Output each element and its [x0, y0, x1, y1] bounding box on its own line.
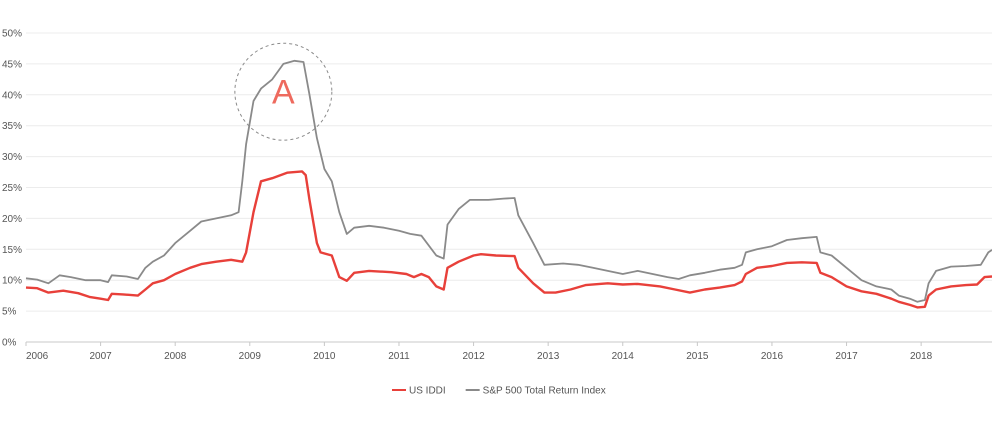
y-tick-label: 30% [2, 152, 22, 163]
x-tick-label: 2015 [686, 351, 709, 362]
annotation-label: A [272, 74, 295, 112]
annotation-circle [234, 42, 333, 141]
x-tick-label: 2016 [761, 351, 784, 362]
x-tick-label: 2008 [164, 351, 187, 362]
y-tick-label: 45% [2, 59, 22, 70]
y-axis-tick-labels: 0% 5% 10% 15% 20% 25% 30% 35% 40% 45% 50% [2, 29, 22, 349]
y-tick-label: 40% [2, 90, 22, 101]
y-tick-label: 25% [2, 183, 22, 194]
series-line-s-p-500-total-return-index [25, 59, 992, 303]
series-lines [25, 59, 992, 309]
y-tick-label: 0% [2, 338, 17, 349]
x-tick-label: 2009 [239, 351, 262, 362]
y-tick-label: 15% [2, 245, 22, 256]
x-tick-label: 2006 [26, 351, 49, 362]
x-axis-tick-labels: 2006 2007 2008 2009 2010 2011 2012 2013 2014 2015… [26, 351, 933, 362]
x-tick-label: 2007 [89, 351, 112, 362]
legend: US IDDI S&P 500 Total Return Index [392, 386, 606, 397]
series-line-us-iddi [25, 170, 992, 309]
x-tick-label: 2014 [612, 351, 635, 362]
y-tick-label: 20% [2, 214, 22, 225]
legend-label-s-p-500-total-return-index: S&P 500 Total Return Index [483, 386, 606, 397]
annotations: A [234, 42, 333, 141]
y-tick-label: 10% [2, 276, 22, 287]
y-tick-label: 50% [2, 29, 22, 40]
x-tick-label: 2011 [388, 351, 410, 362]
x-tick-label: 2010 [313, 351, 336, 362]
gridlines [25, 32, 992, 346]
x-tick-label: 2013 [537, 351, 560, 362]
y-tick-label: 5% [2, 307, 17, 318]
x-tick-label: 2018 [910, 351, 933, 362]
x-tick-label: 2017 [835, 351, 858, 362]
y-tick-label: 35% [2, 121, 22, 132]
legend-label-us-iddi: US IDDI [409, 386, 446, 397]
x-tick-label: 2012 [462, 351, 485, 362]
